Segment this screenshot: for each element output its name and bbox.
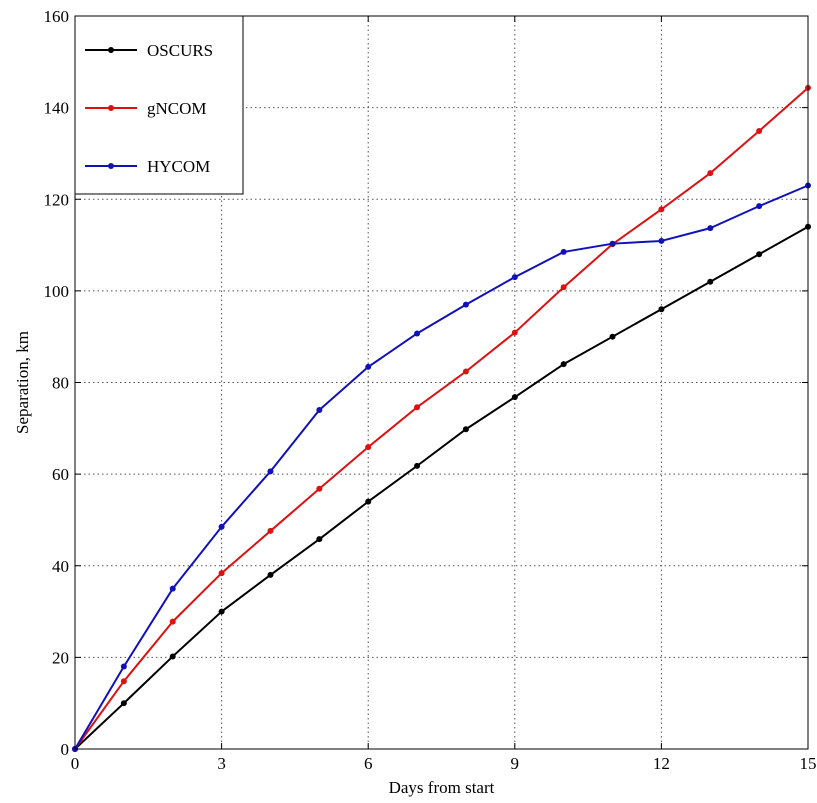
x-tick-label: 0 xyxy=(71,754,80,773)
data-point xyxy=(756,251,763,258)
data-point xyxy=(218,570,225,577)
data-point xyxy=(511,394,518,401)
data-point xyxy=(414,404,421,411)
x-axis-label: Days from start xyxy=(389,778,495,797)
data-point xyxy=(169,618,176,625)
y-tick-label: 100 xyxy=(44,282,70,301)
data-point xyxy=(658,237,665,244)
legend: OSCURS gNCOM HYCOM xyxy=(74,15,244,195)
data-point xyxy=(707,225,714,232)
data-point xyxy=(609,333,616,340)
data-point xyxy=(169,585,176,592)
data-point xyxy=(756,203,763,210)
series-line xyxy=(74,184,809,750)
y-tick-label: 140 xyxy=(44,99,70,118)
data-point xyxy=(267,468,274,475)
data-point xyxy=(267,527,274,534)
legend-label: OSCURS xyxy=(147,41,213,60)
data-point xyxy=(462,426,469,433)
x-tick-label: 3 xyxy=(217,754,226,773)
y-tick-label: 40 xyxy=(52,557,69,576)
y-tick-label: 120 xyxy=(44,190,70,209)
data-point xyxy=(560,248,567,255)
x-tick-label: 6 xyxy=(364,754,373,773)
data-point xyxy=(462,301,469,308)
data-point xyxy=(462,368,469,375)
data-point xyxy=(609,240,616,247)
legend-item: gNCOM xyxy=(85,99,207,118)
data-point xyxy=(658,206,665,213)
data-point xyxy=(169,653,176,660)
data-point xyxy=(316,485,323,492)
series-line xyxy=(74,87,809,750)
series-oscurs xyxy=(72,223,811,752)
data-point xyxy=(560,284,567,291)
series-gncom xyxy=(72,84,811,752)
y-tick-label: 60 xyxy=(52,465,69,484)
y-tick-label: 160 xyxy=(44,7,70,26)
x-tick-label: 9 xyxy=(511,754,520,773)
data-point xyxy=(707,278,714,285)
data-point xyxy=(365,444,372,451)
data-point xyxy=(511,274,518,281)
y-tick-label: 20 xyxy=(52,648,69,667)
data-point xyxy=(120,678,127,685)
data-point xyxy=(414,330,421,337)
data-point xyxy=(120,663,127,670)
y-tick-label: 80 xyxy=(52,374,69,393)
data-point xyxy=(218,523,225,530)
y-tick-label: 0 xyxy=(61,740,70,759)
legend-label: gNCOM xyxy=(147,99,207,118)
legend-label: HYCOM xyxy=(147,157,210,176)
legend-marker xyxy=(108,105,114,111)
series-hycom xyxy=(72,182,811,752)
legend-item: HYCOM xyxy=(85,157,210,176)
y-axis-label: Separation, km xyxy=(13,331,32,434)
data-point xyxy=(218,608,225,615)
legend-marker xyxy=(108,47,114,53)
data-point xyxy=(316,536,323,543)
legend-box xyxy=(74,15,244,195)
data-point xyxy=(316,406,323,413)
legend-item: OSCURS xyxy=(85,41,213,60)
data-point xyxy=(658,306,665,313)
x-tick-label: 12 xyxy=(653,754,670,773)
data-point xyxy=(707,170,714,177)
data-point xyxy=(414,462,421,469)
series-layer xyxy=(72,84,811,752)
plot-frame xyxy=(74,15,809,750)
data-point xyxy=(560,361,567,368)
data-point xyxy=(267,571,274,578)
data-point xyxy=(756,127,763,134)
axis-ticks: 0 3 6 9 12 15 0 20 40 60 80 100 120 140 160 xyxy=(44,7,817,773)
legend-marker xyxy=(108,163,114,169)
data-point xyxy=(511,329,518,336)
x-tick-label: 15 xyxy=(800,754,817,773)
data-point xyxy=(365,363,372,370)
series-line xyxy=(74,225,809,750)
data-point xyxy=(365,498,372,505)
data-point xyxy=(120,700,127,707)
